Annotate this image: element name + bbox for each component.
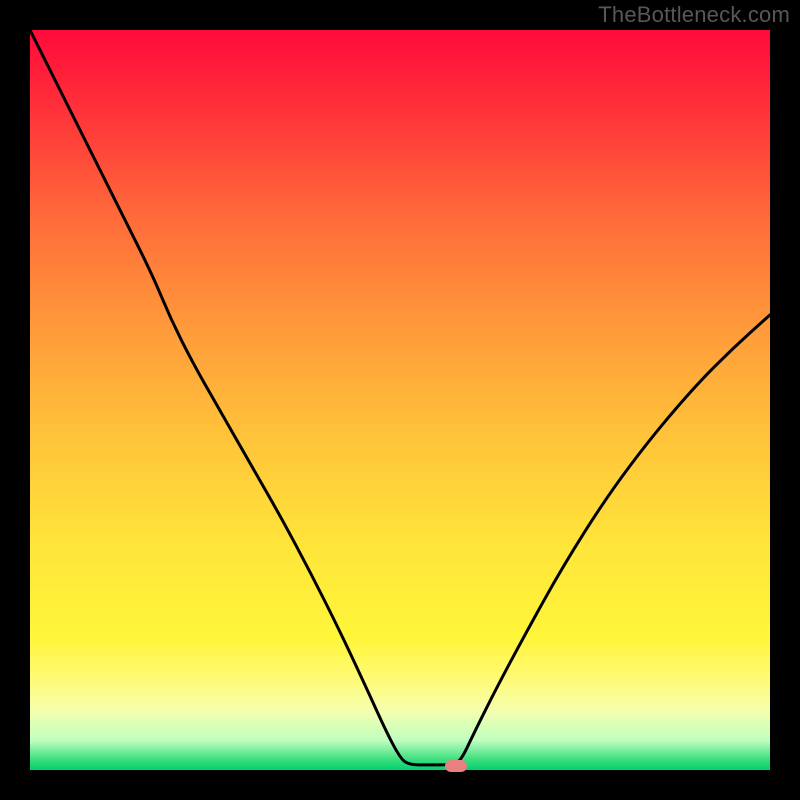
watermark-text: TheBottleneck.com [598,2,790,28]
chart-container: TheBottleneck.com [0,0,800,800]
optimal-point-marker [445,760,467,772]
bottleneck-curve [30,30,770,770]
